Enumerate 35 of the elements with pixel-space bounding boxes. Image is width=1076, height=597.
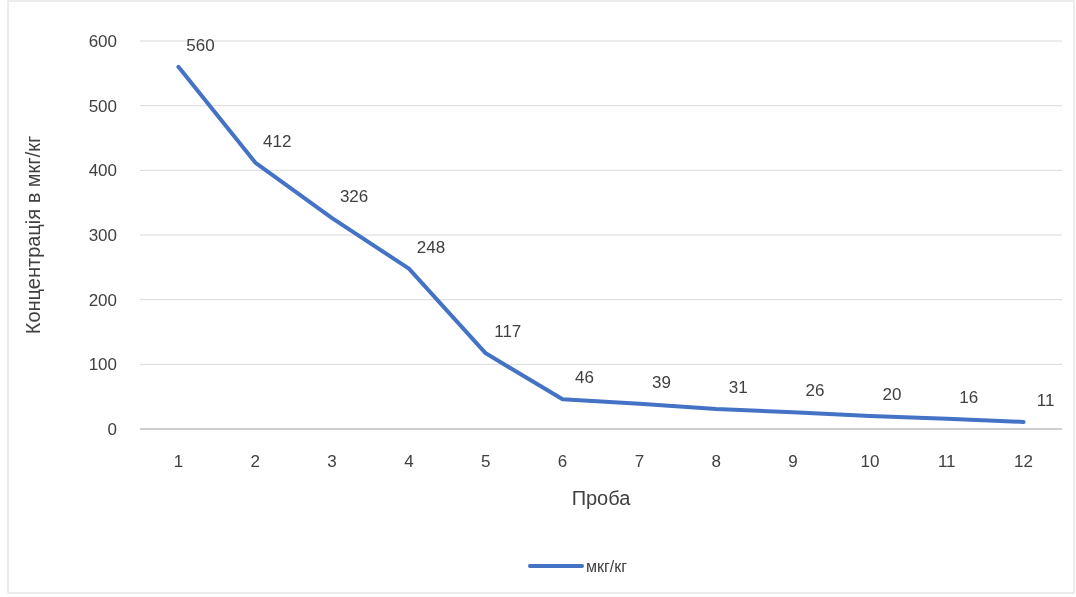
y-tick-label: 0 [107,419,117,439]
data-label: 26 [805,381,825,401]
data-label: 560 [186,35,215,55]
data-label: 39 [651,372,671,392]
x-tick-label: 9 [788,452,798,471]
y-tick-label: 300 [88,225,117,245]
data-label: 117 [494,322,522,342]
x-tick-label: 4 [404,452,414,471]
y-tick-label: 600 [88,31,117,51]
x-axis-title: Проба [571,487,632,509]
data-label: 46 [575,368,595,388]
legend-label: мкг/кг [586,557,628,575]
x-tick-label: 5 [481,452,491,471]
x-tick-label: 1 [173,452,184,471]
line-series [176,64,1026,424]
y-tick-label: 200 [88,290,117,310]
x-tick-label: 3 [327,452,337,471]
y-axis-title: Концентрація в мкг/кг [22,135,44,335]
x-tick-label: 10 [860,452,880,471]
x-tick-label: 12 [1014,452,1034,471]
data-label: 11 [1036,390,1055,410]
data-label: 326 [339,187,369,207]
x-tick-label: 2 [250,452,260,471]
x-tick-label: 7 [634,452,645,471]
y-tick-label: 500 [88,96,117,116]
x-tick-label: 8 [711,452,721,471]
data-label: 248 [416,237,446,257]
data-label: 31 [728,377,748,397]
x-tick-label: 6 [557,452,568,471]
x-tick-label: 11 [937,452,956,471]
y-tick-label: 100 [88,355,117,375]
data-label: 20 [882,385,902,405]
data-label: 16 [959,387,979,407]
y-tick-label: 400 [88,161,117,181]
data-label: 412 [263,131,292,151]
